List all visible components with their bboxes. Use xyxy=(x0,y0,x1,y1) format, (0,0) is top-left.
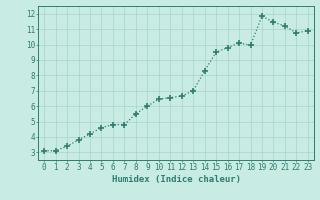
X-axis label: Humidex (Indice chaleur): Humidex (Indice chaleur) xyxy=(111,175,241,184)
